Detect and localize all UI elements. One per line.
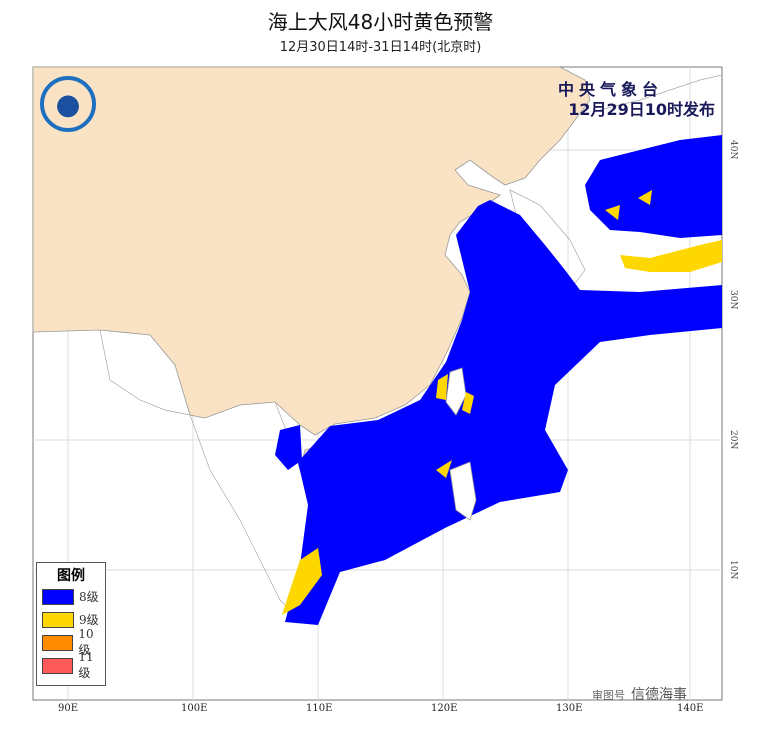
warning-area-japan-sea (585, 135, 722, 238)
lat-label: 10N (728, 560, 738, 580)
taiwan-island (445, 367, 467, 416)
watermark-brand: 信德海事 (631, 687, 687, 703)
legend: 图例 8级 9级 10级 11级 (36, 562, 106, 686)
watermark: 审图号 信德海事 (592, 684, 687, 704)
legend-label: 8级 (79, 590, 99, 604)
lon-label: 140E (677, 703, 704, 714)
lon-label: 100E (181, 703, 208, 714)
legend-item: 10级 (42, 627, 105, 657)
publisher-agency: 中央气象台 (557, 80, 663, 99)
legend-swatch (42, 588, 74, 605)
legend-swatch (42, 634, 74, 651)
lat-label: 20N (728, 430, 738, 450)
gale-warning-level-8-area (275, 135, 722, 625)
lat-label: 30N (728, 290, 738, 310)
luzon-island (449, 461, 477, 521)
publish-time: 12月29日10时发布 (568, 100, 715, 119)
legend-label: 11级 (78, 650, 94, 680)
gale-warning-level-9-area (282, 190, 722, 615)
legend-item: 8级 (42, 585, 105, 608)
cma-logo-icon (40, 76, 96, 132)
legend-swatch (42, 611, 74, 628)
page-title: 海上大风48小时黄色预警 (267, 10, 494, 34)
legend-label: 10级 (78, 627, 94, 657)
lon-label: 120E (431, 703, 458, 714)
warning-area-east-china-sea (285, 200, 722, 625)
warning-area-gulf-tonkin (275, 425, 302, 470)
legend-swatch (42, 657, 74, 674)
valid-period: 12月30日14时-31日14时(北京时) (279, 40, 482, 55)
legend-item: 9级 (42, 608, 105, 631)
china-land (32, 66, 591, 436)
approval-number: 审图号 (592, 689, 625, 702)
legend-label: 9级 (79, 613, 99, 627)
lon-label: 130E (556, 703, 583, 714)
lon-label: 110E (306, 703, 333, 714)
lat-label: 40N (728, 140, 738, 160)
legend-item: 11级 (42, 650, 105, 680)
lon-label: 90E (58, 703, 79, 714)
legend-title: 图例 (57, 568, 85, 584)
